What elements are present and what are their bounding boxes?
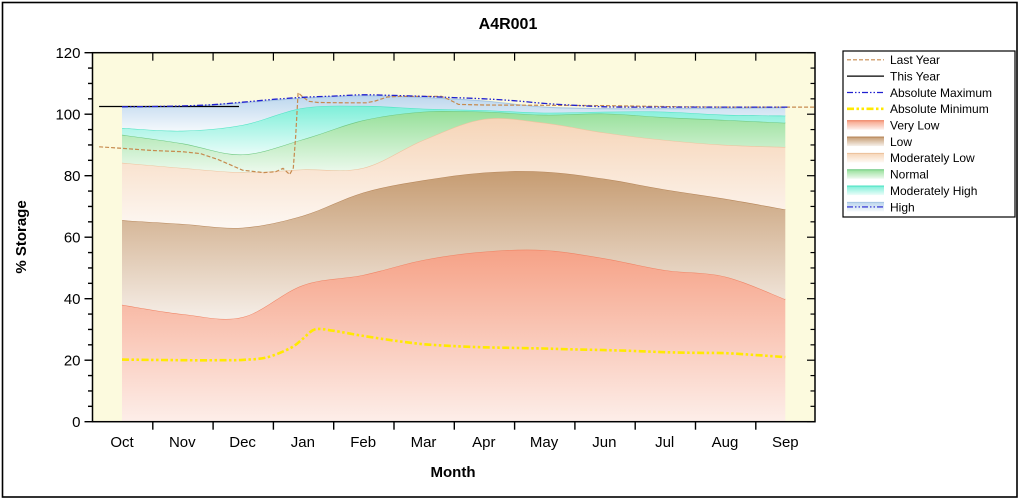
legend-swatch-very-low	[847, 120, 884, 130]
y-tick-label-120: 120	[55, 45, 80, 62]
line-absolute-minimum	[121, 327, 786, 362]
x-tick-label-jan: Jan	[291, 434, 315, 451]
x-tick-label-may: May	[530, 434, 559, 451]
x-tick-label-mar: Mar	[411, 434, 437, 451]
legend-label-this-year: This Year	[890, 69, 940, 83]
y-tick-label-20: 20	[64, 353, 81, 370]
x-tick-label-dec: Dec	[229, 434, 256, 451]
chart-title: A4R001	[479, 16, 538, 33]
legend-item-this-year: This Year	[847, 69, 940, 83]
band-high	[122, 95, 786, 131]
legend-item-moderately-low: Moderately Low	[847, 151, 975, 165]
legend-item-high: High	[847, 200, 915, 214]
x-axis-title: Month	[431, 464, 476, 481]
legend-item-moderately-high: Moderately High	[847, 184, 977, 198]
legend-item-very-low: Very Low	[847, 119, 940, 133]
x-tick-label-nov: Nov	[169, 434, 196, 451]
band-normal	[122, 110, 786, 173]
y-tick-label-40: 40	[64, 291, 81, 308]
legend-label-normal: Normal	[890, 168, 929, 182]
legend-label-high: High	[890, 200, 915, 214]
legend-swatch-moderately-low	[847, 153, 884, 163]
y-axis-title: % Storage	[13, 200, 30, 273]
axes: 0 20 40 60 80 100 120 Oct Nov Dec Jan Feb Mar Apr May J…	[55, 45, 816, 451]
line-absolute-maximum	[121, 94, 789, 108]
x-tick-label-sep: Sep	[772, 434, 799, 451]
legend-swatch-low	[847, 137, 884, 147]
legend-label-low: Low	[890, 135, 912, 149]
legend-item-normal: Normal	[847, 168, 929, 182]
band-moderately-low	[122, 118, 786, 228]
legend: Last Year This Year Absolute Maximum Absolu…	[842, 50, 1016, 218]
legend-label-last-year: Last Year	[890, 53, 940, 67]
legend-swatch-moderately-high	[847, 186, 884, 196]
band-low	[122, 171, 786, 319]
legend-item-last-year: Last Year	[847, 53, 940, 67]
y-tick-label-0: 0	[72, 414, 80, 431]
plot-area	[92, 52, 815, 422]
legend-item-low: Low	[847, 135, 912, 149]
legend-label-absolute-minimum: Absolute Minimum	[890, 102, 989, 116]
y-tick-label-100: 100	[55, 107, 80, 124]
x-tick-label-jun: Jun	[592, 434, 616, 451]
y-tick-label-80: 80	[64, 168, 81, 185]
band-edge-high	[121, 95, 786, 110]
zone-bands	[121, 95, 786, 422]
x-tick-label-feb: Feb	[350, 434, 376, 451]
legend-label-moderately-high: Moderately High	[890, 184, 977, 198]
legend-item-absolute-maximum: Absolute Maximum	[847, 86, 992, 100]
x-tick-label-jul: Jul	[655, 434, 674, 451]
legend-swatch-normal	[847, 169, 884, 179]
legend-label-moderately-low: Moderately Low	[890, 151, 975, 165]
x-tick-label-apr: Apr	[472, 434, 495, 451]
y-tick-label-60: 60	[64, 230, 81, 247]
legend-item-absolute-minimum: Absolute Minimum	[847, 102, 989, 116]
legend-label-absolute-maximum: Absolute Maximum	[890, 86, 992, 100]
x-tick-label-oct: Oct	[110, 434, 134, 451]
legend-label-very-low: Very Low	[890, 119, 940, 133]
band-moderately-high	[122, 105, 786, 155]
x-tick-label-aug: Aug	[712, 434, 739, 451]
